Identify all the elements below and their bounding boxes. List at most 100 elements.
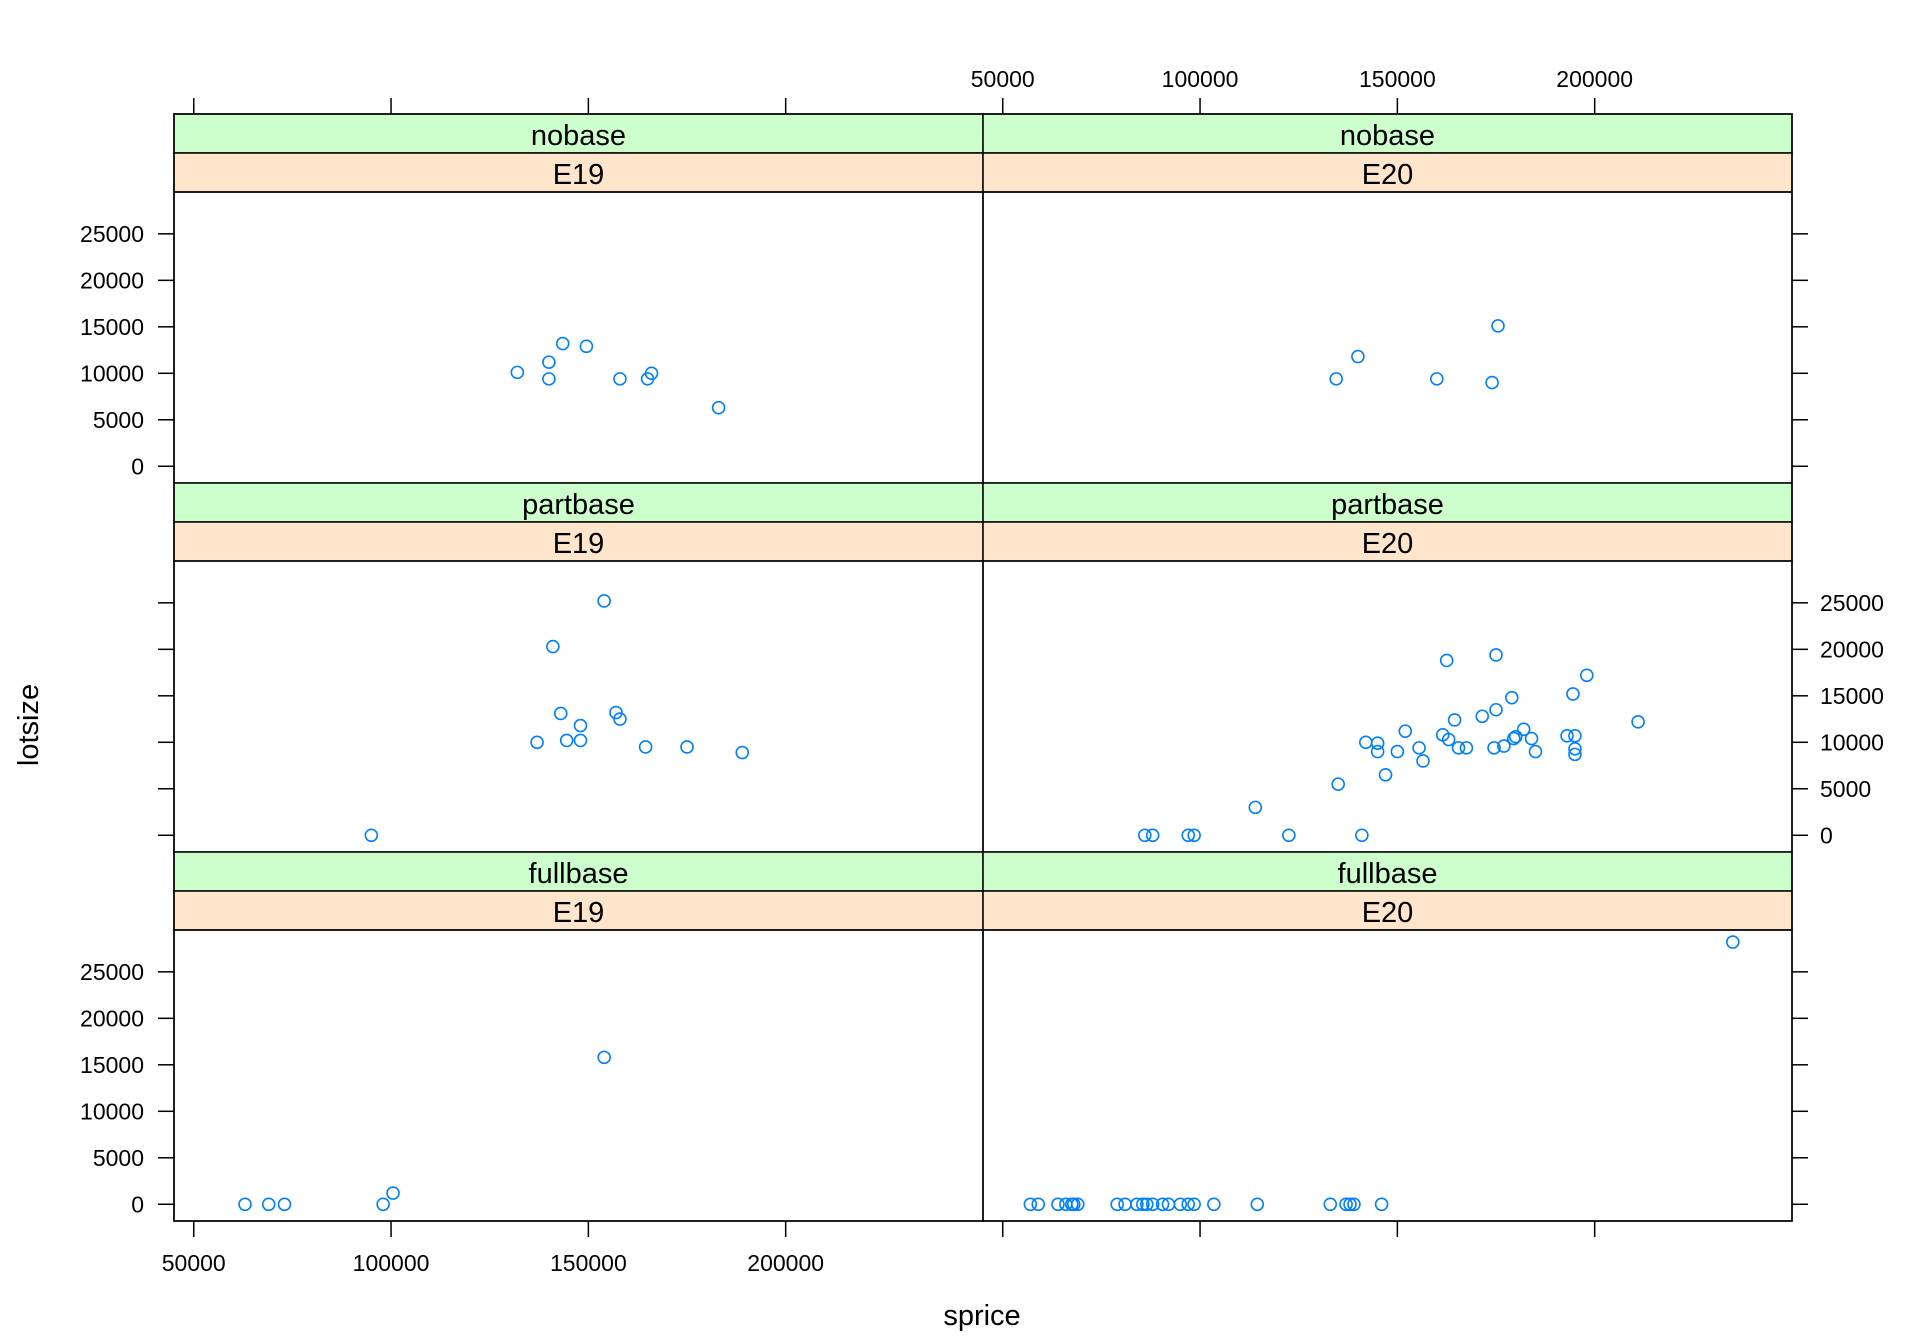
data-point-p5-15 [1173, 1197, 1188, 1212]
data-point-p3-21 [1459, 741, 1474, 755]
data-point-p3-17 [1439, 653, 1454, 668]
data-point-p5-17 [1187, 1197, 1201, 1212]
data-point-p5-9 [1130, 1197, 1144, 1212]
data-point-p5-18 [1207, 1197, 1221, 1212]
data-point-p5-19 [1250, 1197, 1265, 1212]
data-point-p2-2 [546, 639, 560, 654]
data-point-p3-12 [1390, 744, 1405, 759]
data-point-p3-1 [1145, 828, 1160, 843]
y-axis-title: lotsize [13, 684, 45, 766]
y-tick-label-left-r2-2: 10000 [80, 1098, 144, 1124]
data-point-p3-20 [1451, 741, 1466, 755]
data-point-p0-7 [644, 366, 659, 381]
y-tick-label-right-r1-2: 10000 [1820, 729, 1884, 755]
data-point-p3-14 [1412, 741, 1426, 755]
y-tick-label-right-r1-3: 15000 [1820, 683, 1884, 709]
data-point-p0-8 [711, 400, 726, 415]
data-point-p4-4 [386, 1186, 400, 1200]
panel-frame-1 [982, 191, 1793, 484]
data-point-p3-11 [1378, 768, 1393, 782]
strip-label-outer-2: partbase [522, 489, 635, 521]
x-tick-label-bottom-0: 50000 [162, 1250, 226, 1276]
y-tick-label-right-r1-4: 20000 [1820, 636, 1884, 662]
data-point-p5-21 [1339, 1197, 1353, 1212]
data-point-p3-28 [1506, 731, 1521, 746]
data-point-p3-29 [1508, 729, 1523, 744]
data-point-p2-11 [680, 740, 694, 754]
strip-inner-0 [173, 152, 984, 193]
data-point-p2-4 [559, 733, 574, 748]
data-point-p5-13 [1155, 1197, 1170, 1212]
data-point-p3-10 [1370, 744, 1385, 759]
data-point-p5-0 [1023, 1197, 1038, 1212]
data-point-p3-13 [1398, 724, 1413, 738]
data-point-p3-34 [1566, 687, 1580, 701]
y-tick-label-left-r0-5: 25000 [80, 221, 144, 247]
y-tick-label-left-r0-0: 0 [131, 453, 144, 479]
data-point-p5-2 [1051, 1197, 1065, 1212]
strip-label-inner-2: E19 [553, 528, 605, 560]
data-point-p2-9 [613, 712, 627, 726]
panel-frame-0 [173, 191, 984, 484]
y-tick-label-left-r2-5: 25000 [80, 959, 144, 985]
data-point-p3-39 [1631, 715, 1645, 729]
data-point-p4-2 [277, 1197, 292, 1212]
x-tick-label-bottom-2: 150000 [550, 1250, 627, 1276]
data-point-p2-0 [364, 828, 379, 843]
data-point-p0-3 [555, 336, 570, 351]
y-tick-label-left-r0-2: 10000 [80, 360, 144, 386]
x-tick-label-bottom-3: 200000 [747, 1250, 824, 1276]
y-tick-label-left-r0-4: 20000 [80, 267, 144, 293]
data-point-p5-12 [1145, 1197, 1160, 1212]
data-point-p3-5 [1282, 828, 1296, 843]
data-point-p5-22 [1343, 1197, 1357, 1212]
data-point-p2-7 [597, 594, 611, 608]
data-point-p5-1 [1031, 1197, 1046, 1212]
strip-label-inner-4: E19 [553, 897, 605, 929]
data-point-p5-11 [1139, 1197, 1154, 1212]
strip-inner-3 [982, 521, 1793, 562]
data-point-p5-25 [1726, 935, 1740, 949]
data-point-p2-6 [573, 718, 588, 733]
data-point-p3-36 [1568, 742, 1582, 756]
data-point-p3-27 [1505, 690, 1519, 705]
data-point-p1-3 [1485, 375, 1499, 390]
strip-label-outer-4: fullbase [529, 858, 629, 890]
strip-label-outer-1: nobase [1340, 120, 1435, 152]
y-tick-label-left-r2-0: 0 [131, 1191, 144, 1217]
data-point-p1-2 [1430, 372, 1444, 386]
data-point-p3-19 [1447, 713, 1462, 727]
data-point-p5-6 [1070, 1197, 1085, 1212]
strip-inner-5 [982, 890, 1793, 931]
data-point-p3-2 [1181, 828, 1196, 843]
data-point-p1-0 [1329, 372, 1343, 386]
data-point-p2-5 [573, 733, 588, 748]
data-point-p0-4 [579, 339, 594, 354]
strip-label-inner-0: E19 [553, 159, 605, 191]
y-tick-label-left-r2-3: 15000 [80, 1052, 144, 1078]
data-point-p3-38 [1579, 668, 1594, 683]
data-point-p5-23 [1347, 1197, 1361, 1212]
data-point-p3-9 [1370, 736, 1385, 751]
panel-frame-2 [173, 560, 984, 853]
data-point-p3-24 [1489, 702, 1503, 717]
data-point-p2-1 [530, 735, 544, 750]
strip-label-outer-5: fullbase [1338, 858, 1438, 890]
data-point-p3-32 [1528, 744, 1543, 759]
strip-label-inner-3: E20 [1362, 528, 1414, 560]
data-point-p1-1 [1351, 349, 1365, 364]
data-point-p3-3 [1187, 828, 1201, 843]
data-point-p3-23 [1487, 741, 1501, 755]
y-tick-label-left-r2-1: 5000 [93, 1145, 144, 1171]
data-point-p0-5 [613, 372, 627, 386]
data-point-p2-10 [638, 740, 653, 754]
data-point-p5-20 [1323, 1197, 1338, 1212]
outer-frame [173, 113, 1793, 1222]
strip-outer-0 [173, 113, 984, 154]
panel-frame-4 [173, 929, 984, 1222]
x-tick-label-top-0: 50000 [971, 66, 1035, 92]
data-point-p3-31 [1524, 731, 1539, 746]
data-point-p4-3 [376, 1197, 390, 1212]
strip-label-inner-5: E20 [1362, 897, 1414, 929]
data-point-p3-15 [1416, 754, 1430, 768]
